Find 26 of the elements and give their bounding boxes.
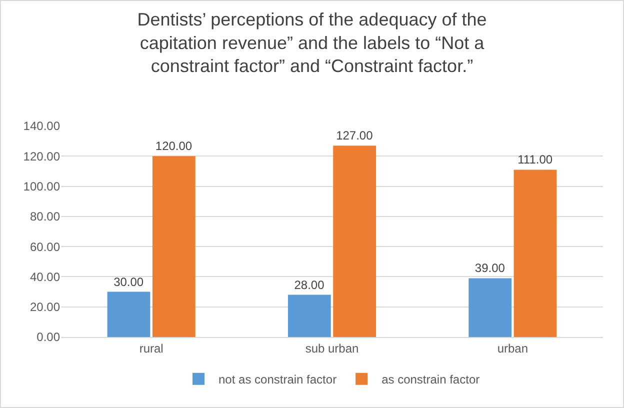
data-label: 127.00 bbox=[336, 128, 374, 143]
bar bbox=[468, 278, 512, 337]
data-label: 39.00 bbox=[474, 261, 506, 276]
y-tick-label: 120.00 bbox=[23, 149, 60, 164]
x-tick-label: urban bbox=[497, 341, 528, 356]
data-label: 30.00 bbox=[114, 274, 144, 289]
legend-label: as constrain factor bbox=[382, 372, 480, 387]
y-tick-label: 80.00 bbox=[30, 210, 60, 224]
data-label: 120.00 bbox=[155, 139, 192, 154]
y-tick-label: 60.00 bbox=[30, 240, 60, 254]
y-tick-label: 40.00 bbox=[30, 270, 60, 284]
bar bbox=[107, 292, 150, 337]
chart-title: Dentists’ perceptions of the adequacy of the capitation revenue” and the labels to “Not a constraint factor” and “Constraint factor.” bbox=[137, 9, 487, 76]
y-tick-label: 0.00 bbox=[36, 330, 60, 344]
data-label: 28.00 bbox=[294, 278, 325, 292]
bar bbox=[333, 146, 376, 337]
x-tick-label: rural bbox=[139, 341, 164, 356]
bar bbox=[514, 170, 557, 337]
bar bbox=[288, 294, 331, 337]
x-tick-label: sub urban bbox=[305, 341, 359, 356]
y-tick-label: 20.00 bbox=[30, 300, 60, 314]
y-tick-label: 140.00 bbox=[23, 119, 60, 134]
legend-label: not as constrain factor bbox=[218, 372, 337, 387]
bar bbox=[152, 156, 196, 337]
y-tick-label: 100.00 bbox=[23, 179, 60, 194]
data-label: 111.00 bbox=[518, 152, 553, 167]
